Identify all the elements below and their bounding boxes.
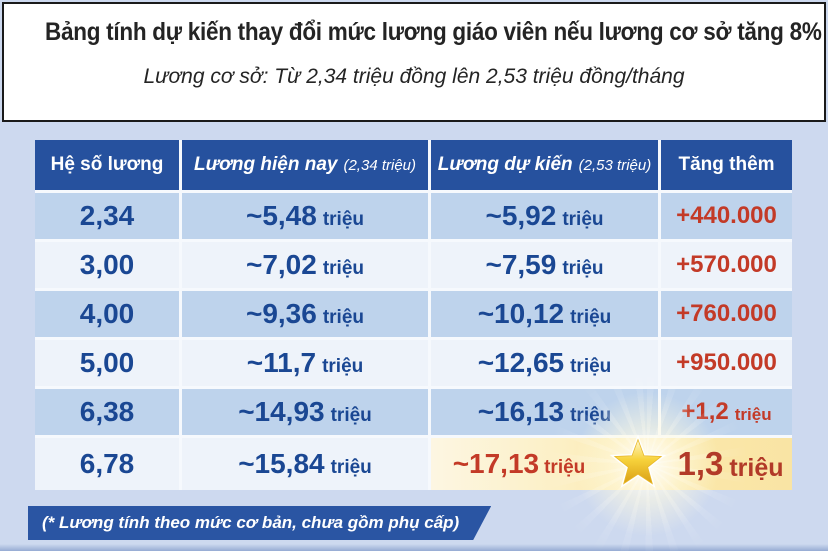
increase-value: 1,3 (677, 445, 724, 482)
page-subtitle: Lương cơ sở: Từ 2,34 triệu đồng lên 2,53… (143, 65, 685, 88)
cell-projected-salary: ~17,13 triệu (431, 448, 607, 480)
footnote-text: (* Lương tính theo mức cơ bản, chưa gồm … (42, 513, 460, 532)
cell-coefficient: 2,34 (35, 193, 179, 239)
column-header-coefficient: Hệ số lương (35, 140, 179, 190)
footnote-badge: (* Lương tính theo mức cơ bản, chưa gồm … (28, 506, 491, 540)
cell-projected-salary: ~7,59 triệu (431, 242, 658, 288)
salary-unit: triệu (570, 404, 612, 426)
salary-unit: triệu (570, 355, 612, 377)
cell-increase: +570.000 (661, 242, 792, 288)
cell-projected-salary: ~10,12 triệu (431, 291, 658, 337)
salary-unit: triệu (330, 456, 372, 478)
cell-increase: +1,2 triệu (661, 389, 792, 435)
cell-coefficient: 6,38 (35, 389, 179, 435)
star-icon (609, 434, 667, 489)
cell-increase: 1,3 triệu (669, 445, 792, 483)
column-header-label: Hệ số lương (50, 154, 164, 175)
cell-coefficient: 6,78 (35, 438, 179, 490)
salary-unit: triệu (322, 355, 364, 377)
salary-value: ~10,12 (477, 298, 565, 329)
salary-value: ~12,65 (477, 347, 565, 378)
coefficient-value: 5,00 (79, 347, 135, 378)
column-header-sub: (2,34 triệu) (343, 156, 417, 174)
cell-current-salary: ~9,36 triệu (182, 291, 428, 337)
cell-projected-salary: ~16,13 triệu (431, 389, 658, 435)
coefficient-value: 3,00 (79, 249, 135, 280)
title-box: Bảng tính dự kiến thay đổi mức lương giá… (2, 2, 826, 122)
salary-value: ~15,84 (238, 448, 325, 479)
increase-unit: triệu (729, 453, 784, 482)
cell-current-salary: ~7,02 triệu (182, 242, 428, 288)
salary-value: ~16,13 (477, 396, 565, 427)
increase-unit: triệu (734, 404, 772, 424)
cell-coefficient: 3,00 (35, 242, 179, 288)
cell-increase: +760.000 (661, 291, 792, 337)
salary-unit: triệu (330, 404, 372, 426)
column-header-label: Lương hiện nay (193, 154, 338, 175)
cell-projected-salary: ~5,92 triệu (431, 193, 658, 239)
salary-value: ~7,02 (245, 249, 317, 280)
page-title: Bảng tính dự kiến thay đổi mức lương giá… (45, 18, 822, 46)
coefficient-value: 6,78 (79, 448, 135, 479)
salary-unit: triệu (322, 208, 365, 230)
salary-value: ~9,36 (245, 298, 317, 329)
salary-unit: triệu (322, 306, 365, 328)
salary-value: ~14,93 (238, 396, 325, 427)
increase-value: +570.000 (676, 251, 777, 278)
column-header-projected-salary: Lương dự kiến (2,53 triệu) (431, 140, 658, 190)
cell-increase: +950.000 (661, 340, 792, 386)
cell-current-salary: ~14,93 triệu (182, 389, 428, 435)
coefficient-value: 6,38 (79, 396, 135, 427)
salary-unit: triệu (562, 257, 604, 279)
cell-coefficient: 4,00 (35, 291, 179, 337)
bottom-strip (0, 544, 828, 551)
cell-current-salary: ~5,48 triệu (182, 193, 428, 239)
increase-value: +1,2 (681, 398, 729, 425)
column-header-increase: Tăng thêm (661, 140, 792, 190)
cell-coefficient: 5,00 (35, 340, 179, 386)
increase-value: +760.000 (676, 300, 777, 327)
salary-value: ~17,13 (452, 448, 540, 479)
cell-current-salary: ~15,84 triệu (182, 438, 428, 490)
column-header-label: Lương dự kiến (437, 154, 573, 175)
column-header-label: Tăng thêm (678, 154, 775, 175)
salary-unit: triệu (570, 306, 612, 328)
salary-value: ~5,48 (245, 200, 317, 231)
cell-current-salary: ~11,7 triệu (182, 340, 428, 386)
cell-projected-salary: ~12,65 triệu (431, 340, 658, 386)
increase-value: +440.000 (676, 202, 777, 229)
salary-unit: triệu (544, 456, 586, 478)
coefficient-value: 4,00 (79, 298, 135, 329)
salary-unit: triệu (562, 208, 604, 230)
salary-unit: triệu (322, 257, 365, 279)
column-header-current-salary: Lương hiện nay (2,34 triệu) (182, 140, 428, 190)
increase-value: +950.000 (676, 349, 777, 376)
coefficient-value: 2,34 (79, 200, 135, 231)
cell-increase: +440.000 (661, 193, 792, 239)
column-header-sub: (2,53 triệu) (578, 156, 652, 174)
salary-value: ~11,7 (246, 347, 317, 378)
salary-value: ~7,59 (485, 249, 557, 280)
salary-value: ~5,92 (485, 200, 557, 231)
salary-table: Hệ số lương Lương hiện nay (2,34 triệu) … (35, 140, 792, 551)
highlight-cell-max-increase: ~17,13 triệu 1,3 triệu (431, 334, 792, 551)
title-wrap: Bảng tính dự kiến thay đổi mức lương giá… (45, 18, 822, 47)
